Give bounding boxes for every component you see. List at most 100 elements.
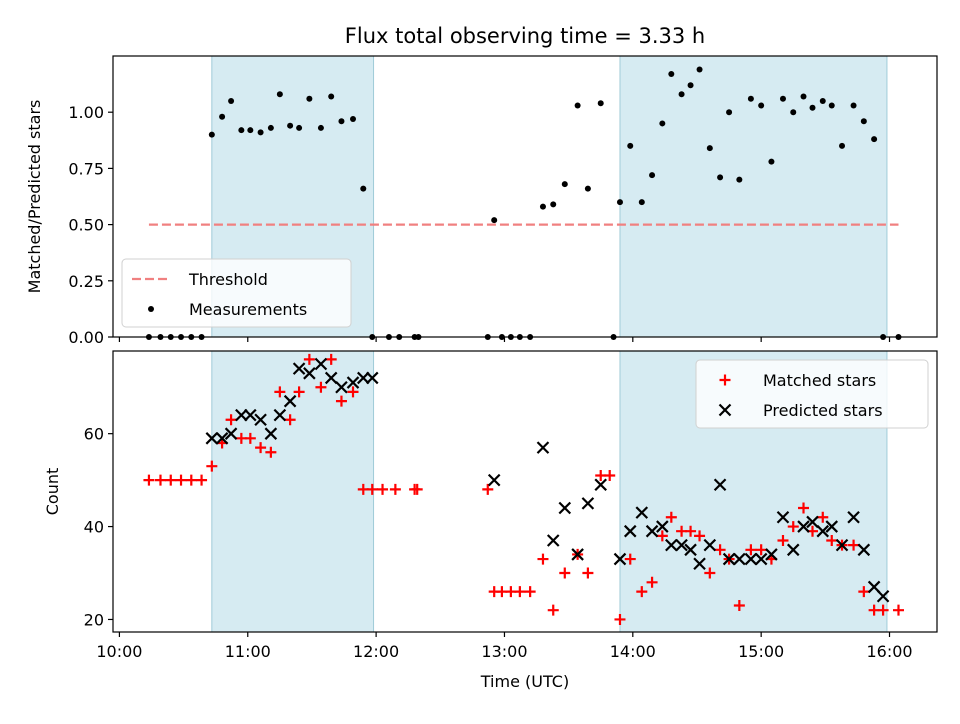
data-point	[675, 538, 688, 552]
data-point	[684, 543, 697, 557]
data-point	[315, 381, 327, 393]
data-point	[877, 604, 889, 616]
data-point	[646, 576, 658, 588]
data-point	[624, 553, 636, 565]
axes-frame	[112, 350, 938, 633]
x-tick-label: 10:00	[96, 642, 142, 661]
data-point	[254, 413, 267, 427]
data-point	[800, 93, 807, 100]
data-point	[768, 158, 775, 165]
legend-box	[121, 258, 352, 328]
data-point	[649, 172, 656, 179]
data-point	[850, 102, 857, 109]
data-point	[656, 520, 669, 533]
legend-label: Matched stars	[763, 371, 876, 390]
data-point	[303, 353, 315, 365]
x-axis-label: Time (UTC)	[480, 672, 569, 691]
data-point	[255, 442, 267, 454]
data-point	[835, 538, 849, 552]
data-point	[665, 538, 678, 552]
y-tick-label: 40	[84, 518, 104, 537]
data-point	[154, 474, 166, 486]
data-point	[328, 93, 335, 100]
data-point	[524, 586, 536, 598]
data-point	[143, 474, 155, 486]
y-tick-label: 0.25	[68, 272, 104, 291]
data-point	[314, 357, 328, 371]
legend-swatch	[148, 306, 154, 312]
y-tick-label: 20	[84, 610, 104, 629]
data-point	[645, 524, 659, 538]
legend-swatch	[718, 403, 732, 417]
data-point	[687, 82, 694, 89]
y-tick-label: 0.50	[68, 216, 104, 235]
data-point	[347, 386, 359, 398]
data-point	[546, 534, 560, 547]
data-point	[636, 586, 648, 598]
shaded-region	[211, 350, 375, 633]
data-point	[817, 511, 829, 523]
data-point	[292, 362, 306, 375]
x-tick-label: 11:00	[225, 642, 271, 661]
axes-frame	[112, 55, 938, 338]
data-point	[571, 548, 584, 561]
data-point	[264, 427, 278, 440]
data-point	[276, 91, 283, 98]
data-point	[892, 604, 904, 616]
data-point	[703, 538, 717, 552]
data-point	[847, 511, 860, 524]
y-axis-label: Matched/Predicted stars	[25, 100, 44, 294]
data-point	[858, 586, 870, 598]
data-point	[616, 199, 623, 206]
data-point	[790, 109, 797, 116]
data-point	[623, 524, 637, 538]
y-tick-label: 0.75	[68, 159, 104, 178]
data-point	[714, 544, 726, 556]
data-point	[284, 414, 296, 426]
data-point	[293, 386, 305, 398]
data-point	[225, 414, 237, 426]
data-point	[273, 408, 287, 422]
data-point	[274, 386, 286, 398]
data-point	[736, 176, 743, 183]
data-point	[582, 567, 594, 579]
data-point	[335, 380, 348, 394]
y-tick-label: 1.00	[68, 103, 104, 122]
data-point	[306, 95, 313, 102]
data-point	[559, 567, 571, 579]
data-point	[809, 104, 816, 111]
x-tick-label: 16:00	[866, 642, 912, 661]
data-point	[694, 530, 706, 542]
data-point	[627, 142, 634, 149]
data-point	[777, 535, 789, 547]
data-point	[668, 70, 675, 77]
y-axis-label: Count	[43, 468, 62, 516]
data-point	[547, 604, 559, 616]
data-point	[581, 497, 595, 510]
legend-label: Predicted stars	[763, 401, 883, 420]
data-point	[848, 539, 860, 551]
data-point	[224, 427, 238, 440]
data-point	[296, 124, 303, 131]
data-point	[839, 142, 846, 149]
data-point	[745, 544, 757, 556]
data-point	[165, 474, 177, 486]
data-point	[584, 185, 591, 192]
data-point	[717, 174, 724, 181]
data-point	[613, 552, 627, 566]
data-point	[366, 483, 378, 495]
data-point	[733, 552, 746, 566]
data-point	[685, 525, 697, 537]
data-point	[558, 501, 572, 515]
data-point	[335, 395, 347, 407]
data-point	[482, 483, 494, 495]
series-predicted-stars	[205, 357, 890, 603]
data-point	[247, 127, 254, 134]
data-point	[826, 535, 838, 547]
data-point	[324, 371, 338, 385]
data-point	[787, 521, 799, 533]
data-point	[267, 124, 274, 131]
data-point	[678, 91, 685, 98]
data-point	[206, 460, 218, 472]
